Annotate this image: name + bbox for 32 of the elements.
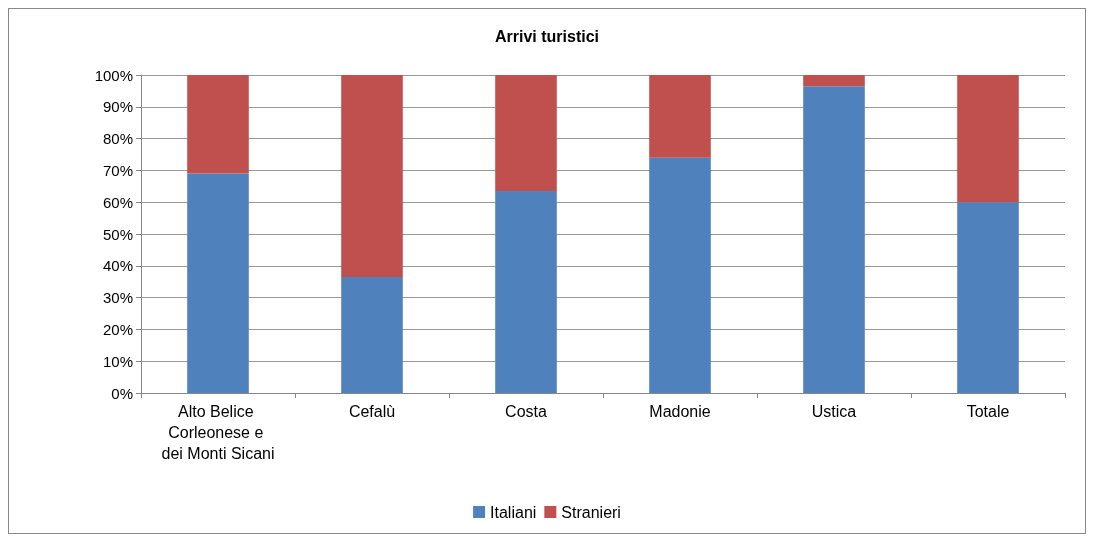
y-tick-label: 50% (102, 225, 133, 243)
legend-label: Italiani (490, 503, 537, 521)
y-tick-label: 0% (111, 384, 133, 402)
x-tick-label: Cefalù (348, 403, 396, 420)
x-tick-label: Ustica (811, 403, 857, 420)
bar (495, 75, 557, 192)
bar (649, 75, 711, 158)
y-tick-label: 10% (102, 352, 133, 370)
bar (187, 75, 249, 174)
bar (187, 173, 249, 393)
chart-title: Arrivi turistici (494, 27, 600, 45)
bar (803, 75, 865, 87)
bar (957, 202, 1019, 393)
y-tick-label: 40% (102, 257, 133, 275)
bar (957, 75, 1019, 203)
y-tick-label: 90% (102, 98, 133, 116)
bar (341, 276, 403, 393)
y-tick-label: 60% (102, 193, 133, 211)
y-tick-label: 20% (102, 320, 133, 338)
x-tick-label: Costa (505, 403, 547, 420)
bar (495, 191, 557, 393)
y-tick-label: 100% (94, 66, 133, 84)
bar (341, 75, 403, 277)
y-tick-label: 30% (102, 289, 133, 307)
legend-label: Stranieri (561, 503, 621, 521)
bar (803, 86, 865, 393)
x-tick-label: Alto Belice Corleonese e dei Monti Sicani (161, 403, 275, 462)
x-tick-label: Madonie (649, 403, 711, 420)
y-tick-label: 70% (102, 161, 133, 179)
bar (649, 157, 711, 393)
x-tick-label: Totale (966, 403, 1010, 420)
y-tick-label: 80% (102, 130, 133, 148)
